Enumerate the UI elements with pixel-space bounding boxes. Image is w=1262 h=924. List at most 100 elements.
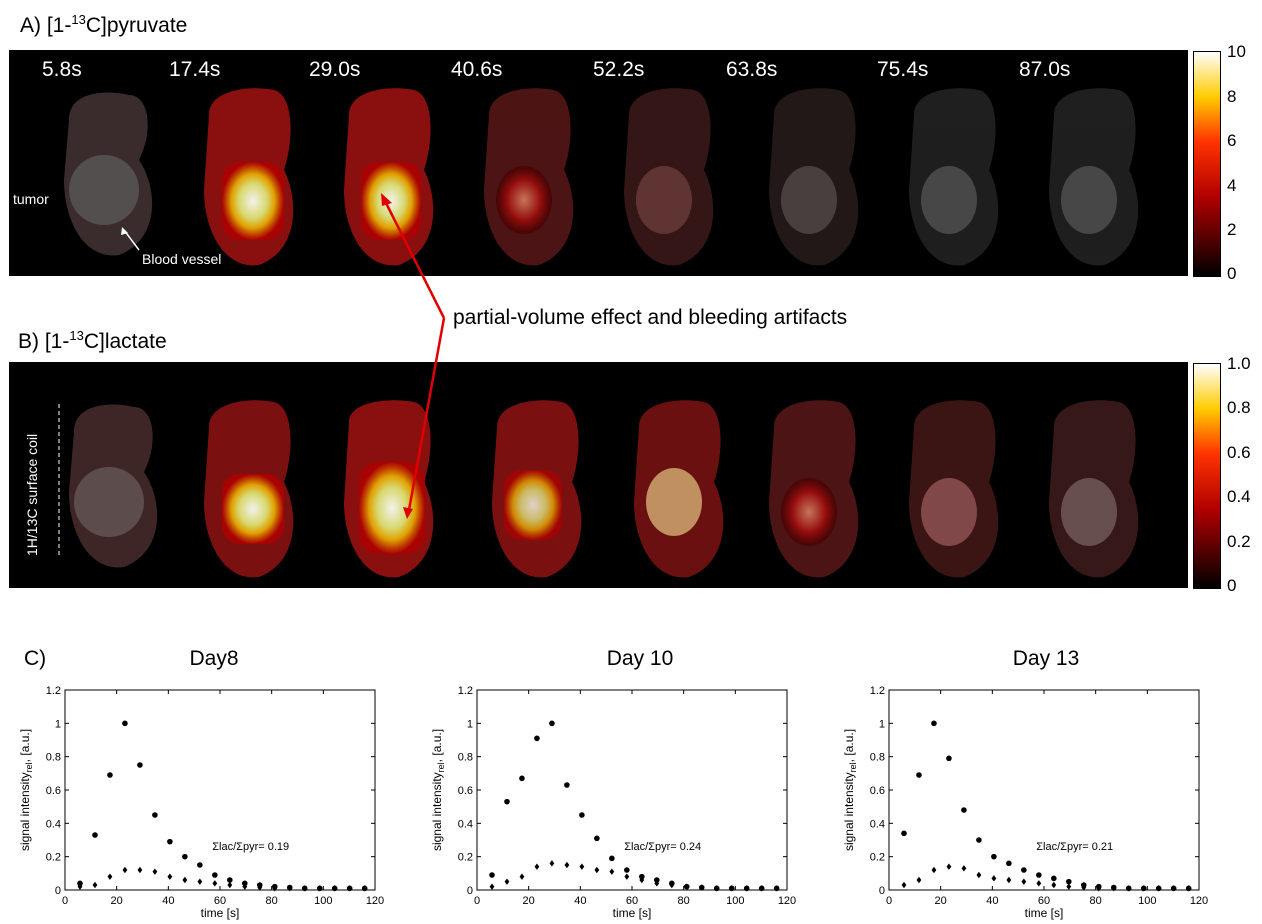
pyruvate-time-2: 17.4s xyxy=(169,58,221,81)
y-axis-label: signal intensityrel, [a.u.] xyxy=(842,729,858,851)
ratio-annotation: Σlac/Σpyr= 0.24 xyxy=(624,841,701,853)
x-tick-label: 40 xyxy=(574,895,586,907)
pyruvate-point xyxy=(197,862,203,868)
lactate-point xyxy=(287,885,293,892)
lactate-frame-7 xyxy=(909,400,999,578)
y-label-main: signal intensity xyxy=(842,772,856,851)
pyruvate-point xyxy=(227,877,233,883)
x-tick-label: 120 xyxy=(778,895,796,907)
x-tick-label: 100 xyxy=(726,895,744,907)
pyruvate-point xyxy=(242,880,248,887)
y-tick-label: 0.4 xyxy=(458,818,473,830)
y-tick-label: 0.8 xyxy=(46,752,61,764)
lactate-frame-2 xyxy=(204,400,294,578)
y-tick-label: 1.2 xyxy=(46,685,61,697)
ratio-annotation: Σlac/Σpyr= 0.21 xyxy=(1036,841,1113,853)
pyruvate-point xyxy=(504,798,510,805)
y-tick-label: 0.2 xyxy=(870,852,885,864)
chart-day10: 0 20 40 60 80 100 120 0 0.2 0.4 0.6 0.8 1 1.2 time [s]… xyxy=(430,685,796,920)
lactate-point xyxy=(1081,884,1087,891)
x-tick-label: 40 xyxy=(162,895,174,907)
lactate-point xyxy=(901,881,907,889)
x-axis-label: time [s] xyxy=(201,906,240,920)
pyruvate-point xyxy=(639,873,645,880)
lactate-cbar-tick-0: 0 xyxy=(1227,576,1237,595)
x-tick-label: 0 xyxy=(62,895,68,907)
lactate-point xyxy=(594,866,600,874)
y-label-sub: rel xyxy=(436,762,446,772)
y-tick-label: 0.6 xyxy=(46,785,61,797)
pyruvate-frame-2 xyxy=(204,88,294,266)
lactate-point xyxy=(916,876,922,884)
x-tick-label: 80 xyxy=(266,895,278,907)
pyruvate-frame-8 xyxy=(1049,88,1139,266)
pyruvate-point xyxy=(961,807,967,813)
lactate-point xyxy=(257,884,263,891)
lactate-point xyxy=(729,885,735,892)
pyruvate-point xyxy=(594,835,600,842)
x-tick-label: 20 xyxy=(523,895,535,907)
pyruvate-point xyxy=(182,853,188,860)
plot-title-day8: Day8 xyxy=(189,647,239,670)
y-tick-label: 0.4 xyxy=(870,818,885,830)
pyruvate-time-7: 75.4s xyxy=(877,58,929,81)
pyruvate-point xyxy=(624,867,630,873)
x-tick-label: 120 xyxy=(366,895,384,907)
pyruvate-point xyxy=(212,872,218,878)
panel-b-label-prefix: B) [1- xyxy=(18,330,70,353)
x-tick-label: 100 xyxy=(1138,895,1156,907)
x-tick-label: 80 xyxy=(1090,895,1102,907)
lactate-point xyxy=(579,863,585,870)
panel-c-label: C) xyxy=(24,647,47,670)
pyruvate-frame-6 xyxy=(769,88,859,266)
pyruvate-point xyxy=(1021,867,1027,873)
y-tick-label: 0.6 xyxy=(870,785,885,797)
pyruvate-point xyxy=(519,775,525,782)
pyruvate-time-4: 40.6s xyxy=(451,58,503,81)
lactate-point xyxy=(1051,881,1057,889)
lactate-point xyxy=(976,871,982,879)
pyruvate-point xyxy=(167,838,173,845)
pyruvate-point xyxy=(152,812,158,818)
lactate-point xyxy=(699,884,705,891)
pyruvate-point xyxy=(976,837,982,843)
x-tick-label: 40 xyxy=(986,895,998,907)
y-tick-label: 1 xyxy=(55,718,61,730)
lactate-point xyxy=(1006,876,1012,884)
pyruvate-frame-5 xyxy=(624,88,714,266)
pyruvate-anatomy-svg xyxy=(64,88,1139,266)
lactate-point xyxy=(1111,885,1117,892)
y-label-tail: , [a.u.] xyxy=(842,729,856,762)
pyruvate-cbar-tick-4: 4 xyxy=(1227,176,1237,195)
lactate-image-strip: 1H/13C surface coil xyxy=(9,362,1188,588)
lactate-point xyxy=(931,866,937,874)
chart-day8: 0 20 40 60 80 100 120 0 0.2 0.4 0.6 0.8 1 1.2 time [s]… xyxy=(18,685,384,920)
plot-title-day10: Day 10 xyxy=(606,647,674,670)
pyruvate-point xyxy=(654,877,660,883)
chart-day13: 0 20 40 60 80 100 120 0 0.2 0.4 0.6 0.8 1 1.2 time [s]… xyxy=(842,685,1208,920)
y-tick-label: 0.2 xyxy=(46,852,61,864)
plot-frame xyxy=(476,689,788,891)
lactate-point xyxy=(182,876,188,884)
lactate-anatomy-svg xyxy=(58,400,1139,578)
lactate-cbar-tick-1: 1.0 xyxy=(1227,354,1251,373)
pyruvate-point xyxy=(122,720,128,727)
lactate-frame-5 xyxy=(634,400,724,578)
x-tick-label: 0 xyxy=(886,895,892,907)
lactate-frame-3 xyxy=(344,400,434,578)
pyruvate-point xyxy=(107,772,113,778)
pyruvate-time-5: 52.2s xyxy=(593,58,645,81)
lactate-point xyxy=(1141,885,1147,892)
lactate-frame-1 xyxy=(69,404,158,568)
y-label-main: signal intensity xyxy=(18,772,32,851)
lactate-point xyxy=(639,876,645,884)
pyruvate-time-1: 5.8s xyxy=(42,58,82,81)
pyruvate-cbar-tick-2: 2 xyxy=(1227,220,1237,239)
x-tick-label: 80 xyxy=(678,895,690,907)
coil-label: 1H/13C surface coil xyxy=(24,433,40,556)
lactate-point xyxy=(122,866,128,874)
pyruvate-point xyxy=(489,872,495,878)
plot-frame xyxy=(888,689,1200,891)
y-tick-label: 0.8 xyxy=(870,752,885,764)
pyruvate-image-strip: 5.8s 17.4s 29.0s 40.6s 52.2s 63.8s 75.4s… xyxy=(9,50,1188,276)
